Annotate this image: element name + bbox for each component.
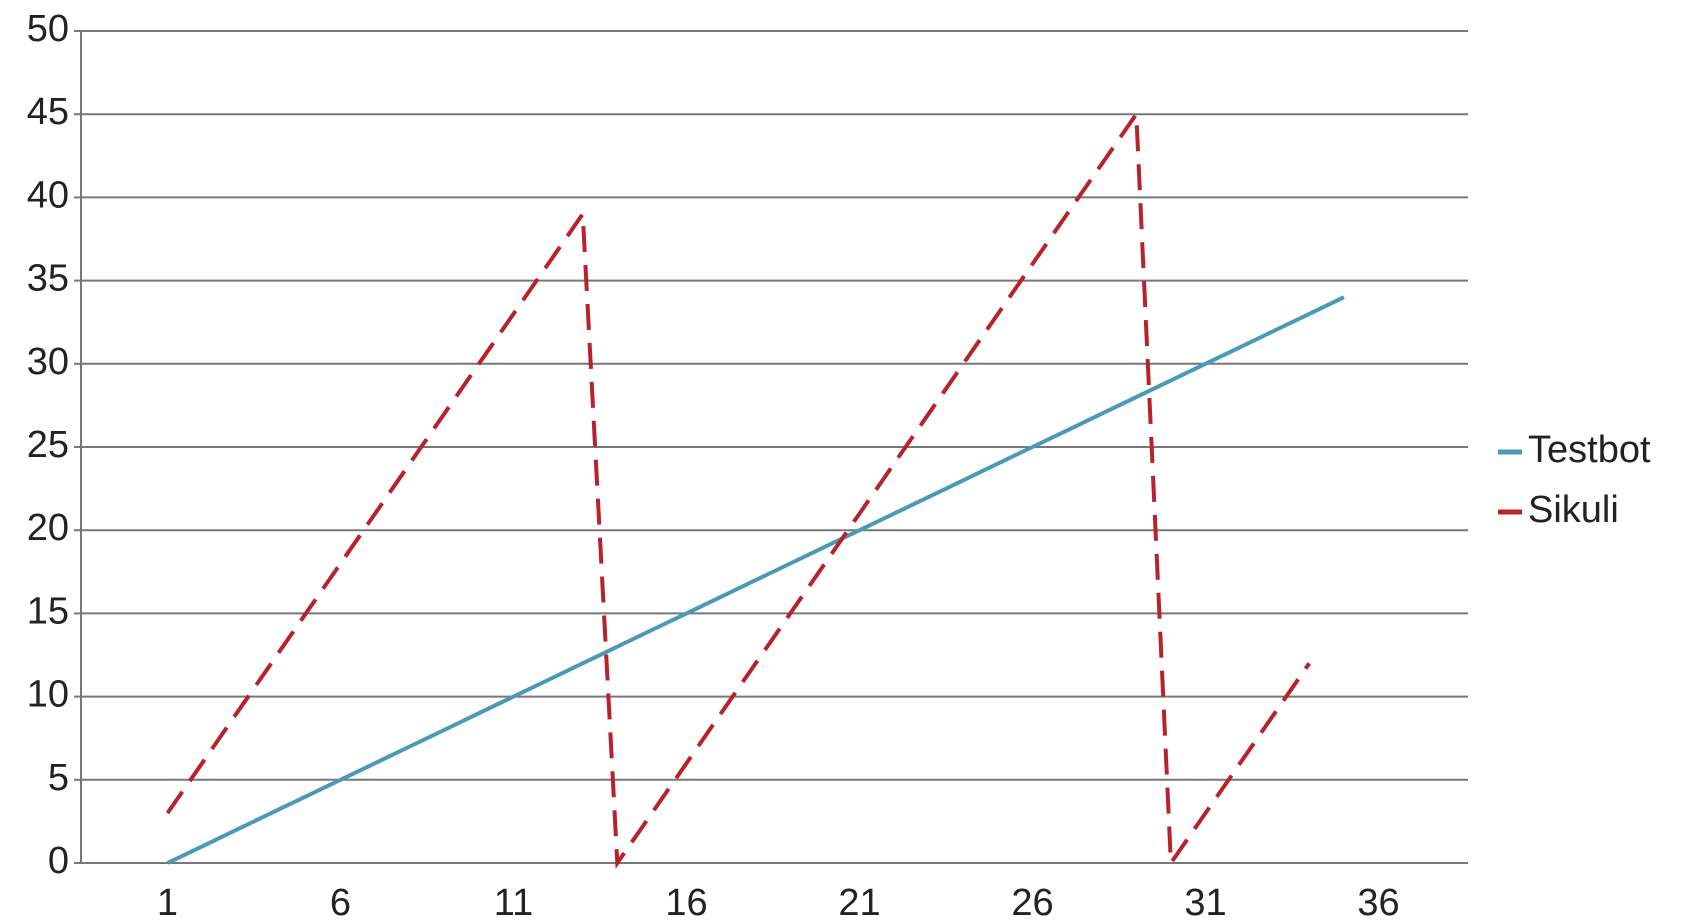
x-tick-label: 11 (494, 882, 533, 924)
y-tick-label: 50 (27, 8, 69, 50)
legend-label: Testbot (1528, 429, 1651, 471)
x-tick-label: 16 (665, 882, 707, 924)
x-tick-label: 1 (157, 882, 178, 924)
y-tick-label: 10 (27, 674, 69, 716)
y-tick-label: 5 (48, 757, 69, 799)
x-tick-label: 21 (838, 882, 880, 924)
x-tick-label: 36 (1357, 882, 1399, 924)
y-tick-label: 35 (27, 258, 69, 300)
y-tick-label: 25 (27, 424, 69, 466)
y-tick-label: 40 (27, 174, 69, 216)
series-line (166, 295, 1345, 865)
y-tick-label: 0 (48, 840, 69, 882)
legend-label: Sikuli (1528, 489, 1619, 531)
y-tick-label: 15 (27, 590, 69, 632)
x-tick-label: 26 (1011, 882, 1053, 924)
x-tick-label: 31 (1184, 882, 1226, 924)
y-tick-label: 45 (27, 91, 69, 133)
y-tick-label: 30 (27, 341, 69, 383)
series-line (165, 108, 1311, 869)
x-tick-label: 6 (330, 882, 351, 924)
y-tick-label: 20 (27, 507, 69, 549)
